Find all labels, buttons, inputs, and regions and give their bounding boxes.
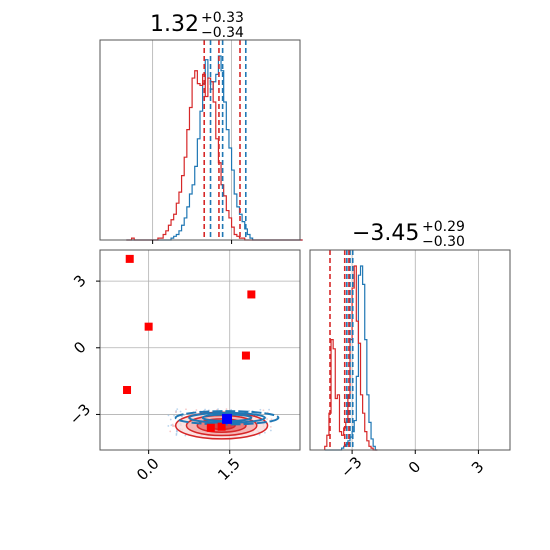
x-tick-label: 3 xyxy=(468,458,487,477)
quantile-lines xyxy=(329,250,354,450)
title-value: 1.32 xyxy=(150,12,199,37)
sample-point xyxy=(167,425,170,427)
y-ticks: −3 0 3 xyxy=(66,271,100,429)
sample-point xyxy=(263,431,266,434)
red-square-marker xyxy=(241,351,250,360)
sample-point xyxy=(170,424,173,427)
sample-point xyxy=(269,429,272,432)
histogram-series-1 xyxy=(324,265,378,451)
title-minus: −0.30 xyxy=(422,234,465,250)
sample-point xyxy=(259,408,262,411)
sample-point xyxy=(225,408,228,411)
axes-frame xyxy=(99,249,301,451)
x-tick-label: 0.0 xyxy=(133,454,163,484)
sample-point xyxy=(175,432,178,435)
sample-point xyxy=(217,408,219,411)
sample-point xyxy=(176,408,179,411)
sample-point xyxy=(172,425,174,428)
sample-point xyxy=(183,414,186,416)
red-square-marker xyxy=(206,423,215,432)
panel-bottom-right: −3 0 3 −3.45 +0.29 −0.30 xyxy=(309,219,511,481)
quantile-lines xyxy=(203,40,247,240)
x-tick-label: 0 xyxy=(405,458,424,477)
y-tick-label: 3 xyxy=(70,271,89,290)
sample-point xyxy=(258,433,261,436)
sample-point xyxy=(204,408,206,411)
plot-title: 1.32 +0.33 −0.34 xyxy=(150,10,244,41)
sample-point xyxy=(173,414,176,417)
title-plus: +0.29 xyxy=(422,219,465,235)
sample-point xyxy=(268,408,270,411)
y-tick-label: 0 xyxy=(70,338,89,357)
red-square-marker xyxy=(125,254,134,263)
blue-square-marker xyxy=(222,413,233,424)
sample-point xyxy=(167,414,170,417)
sample-point xyxy=(179,410,182,413)
x-ticks xyxy=(152,240,233,244)
x-ticks: −3 0 3 xyxy=(337,450,487,481)
sample-point xyxy=(270,418,273,421)
sample-point xyxy=(169,430,172,433)
sample-point xyxy=(269,425,272,428)
sample-point xyxy=(180,415,183,418)
x-ticks: 0.0 1.5 xyxy=(133,450,244,484)
x-tick-label: 1.5 xyxy=(214,454,244,484)
title-plus: +0.33 xyxy=(201,10,244,26)
sample-point xyxy=(184,434,187,437)
sample-point xyxy=(176,430,178,433)
sample-point xyxy=(195,409,198,411)
red-square-marker xyxy=(247,290,256,299)
sample-point xyxy=(262,409,265,412)
red-square-marker xyxy=(123,386,132,394)
sample-point xyxy=(175,411,177,413)
red-square-marker xyxy=(217,422,226,431)
axes-frame xyxy=(99,39,301,241)
panel-bottom-left: 0.0 1.5 −3 0 3 xyxy=(66,249,301,484)
plot-title: −3.45 +0.29 −0.30 xyxy=(352,219,465,250)
sample-point xyxy=(248,410,250,412)
sample-point xyxy=(266,418,268,420)
panel-top-left: 1.32 +0.33 −0.34 xyxy=(99,10,303,244)
axes-frame xyxy=(309,249,511,451)
title-value: −3.45 xyxy=(352,221,419,246)
sample-point xyxy=(169,418,172,421)
data-points xyxy=(123,254,256,432)
blue-contour xyxy=(174,410,280,426)
x-tick-label: −3 xyxy=(337,453,365,481)
grid xyxy=(152,40,232,240)
y-tick-label: −3 xyxy=(66,400,94,428)
red-square-marker xyxy=(144,322,153,331)
sample-point xyxy=(185,408,187,411)
title-minus: −0.34 xyxy=(201,25,244,41)
